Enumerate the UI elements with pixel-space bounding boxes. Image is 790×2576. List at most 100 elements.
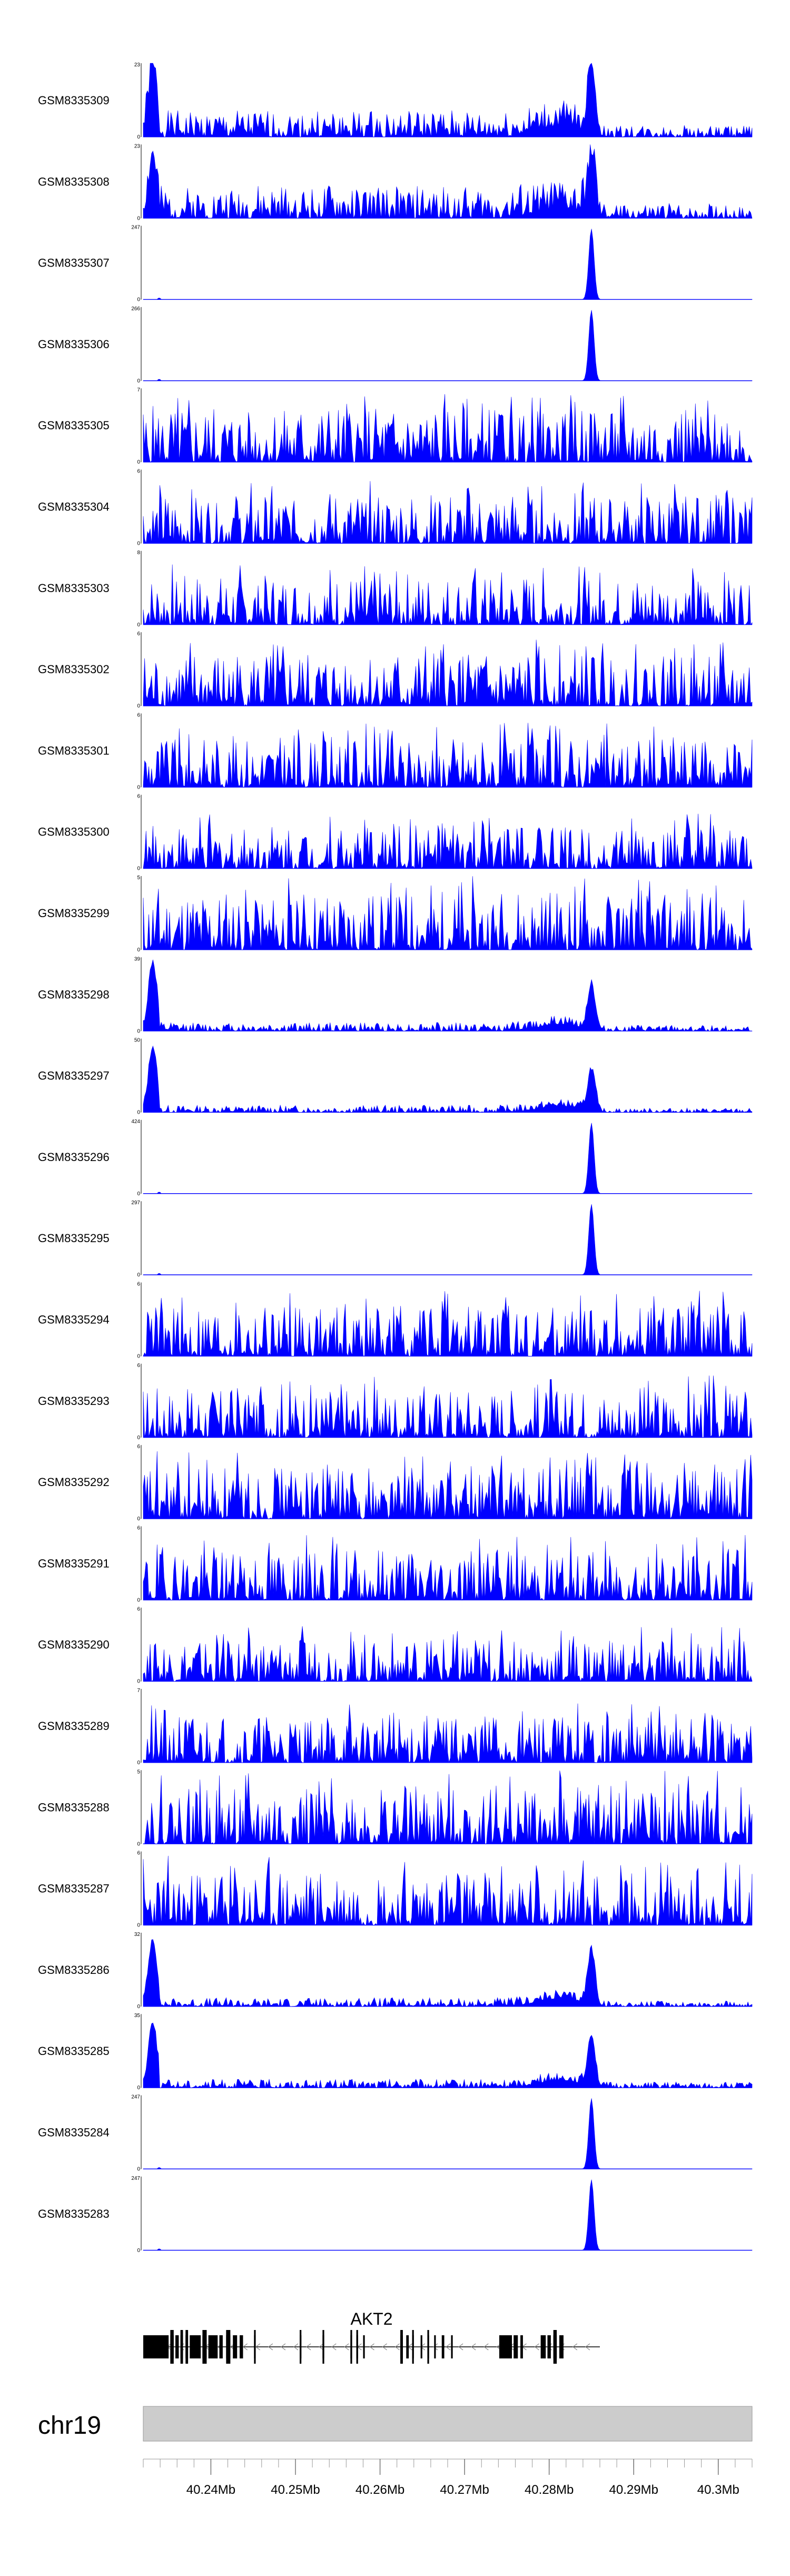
- track-GSM8335289: GSM8335289 7 0: [38, 1688, 753, 1766]
- gene-exon: [540, 2335, 546, 2358]
- track-ymin-label: 0: [137, 2085, 140, 2091]
- track-GSM8335299: GSM8335299 5 0: [38, 875, 753, 953]
- track-ymin-label: 0: [137, 2167, 140, 2172]
- track-label: GSM8335290: [38, 1638, 110, 1651]
- track-label: GSM8335289: [38, 1719, 110, 1733]
- tick-label: 40.27Mb: [440, 2483, 489, 2497]
- strand-arrow: [344, 2343, 349, 2351]
- coverage-area: [143, 1770, 753, 1845]
- strand-arrow: [534, 2343, 539, 2351]
- track-label: GSM8335305: [38, 419, 110, 432]
- coverage-area: [143, 876, 753, 950]
- track-ymax-label: 23: [134, 62, 141, 68]
- chromosome-band: [143, 2406, 753, 2442]
- track-label: GSM8335292: [38, 1476, 110, 1489]
- coverage-area: [143, 1375, 753, 1438]
- track-ymin-label: 0: [137, 784, 140, 790]
- track-GSM8335288: GSM8335288 5 0: [38, 1769, 753, 1847]
- gene-exon: [547, 2335, 551, 2358]
- gene-exon: [420, 2335, 422, 2358]
- track-label: GSM8335309: [38, 94, 110, 107]
- track-GSM8335303: GSM8335303 8 0: [38, 550, 753, 628]
- genomic-axis: 40.24Mb 40.25Mb 40.26Mb 40.27Mb 40.28Mb 40.29…: [143, 2459, 753, 2497]
- gene-exon: [175, 2335, 179, 2358]
- gene-exon-tall: [254, 2330, 256, 2364]
- gene-exon: [208, 2335, 218, 2358]
- strand-arrow: [483, 2343, 489, 2351]
- track-label: GSM8335293: [38, 1394, 110, 1408]
- track-ymax-label: 6: [137, 1363, 140, 1369]
- coverage-area: [143, 1291, 753, 1357]
- strand-arrow: [306, 2343, 311, 2351]
- gene-exon-tall: [412, 2330, 414, 2364]
- track-ymin-label: 0: [137, 215, 140, 221]
- coverage-area: [143, 1703, 753, 1763]
- track-ymin-label: 0: [137, 1435, 140, 1441]
- track-ymin-label: 0: [137, 1760, 140, 1766]
- track-ymin-label: 0: [137, 1923, 140, 1929]
- track-label: GSM8335298: [38, 988, 110, 1001]
- track-ymax-label: 247: [131, 225, 140, 231]
- gene-exon: [520, 2335, 523, 2358]
- gene-exon-tall: [170, 2330, 174, 2364]
- strand-arrow: [446, 2343, 451, 2351]
- track-ymax-label: 35: [134, 2013, 141, 2019]
- tick-label: 40.3Mb: [697, 2483, 739, 2497]
- track-label: GSM8335291: [38, 1557, 110, 1570]
- coverage-area: [143, 144, 753, 219]
- coverage-area: [143, 63, 753, 137]
- track-GSM8335291: GSM8335291 6 0: [38, 1525, 753, 1603]
- strand-arrow: [242, 2343, 248, 2351]
- coverage-area: [143, 640, 753, 706]
- track-ymax-label: 5: [137, 1769, 140, 1775]
- track-ymax-label: 6: [137, 1525, 140, 1531]
- track-ymin-label: 0: [137, 541, 140, 547]
- gene-exon: [363, 2335, 365, 2358]
- gene-exon-tall: [553, 2330, 557, 2364]
- track-ymin-label: 0: [137, 378, 140, 384]
- track-GSM8335301: GSM8335301 6 0: [38, 712, 753, 790]
- track-label: GSM8335308: [38, 175, 110, 188]
- tick-label: 40.28Mb: [525, 2483, 574, 2497]
- track-GSM8335309: GSM8335309 23 0: [38, 62, 753, 140]
- strand-arrow: [369, 2343, 374, 2351]
- track-ymin-label: 0: [137, 1679, 140, 1685]
- coverage-tracks: GSM8335309 23 0 GSM8335308 23 0 GSM8335307 247 0…: [38, 62, 753, 2254]
- tick-label: 40.24Mb: [186, 2483, 235, 2497]
- strand-arrow: [394, 2343, 400, 2351]
- track-GSM8335292: GSM8335292 6 0: [38, 1444, 753, 1522]
- strand-arrow: [331, 2343, 337, 2351]
- track-label: GSM8335303: [38, 582, 110, 595]
- strand-arrow: [280, 2343, 286, 2351]
- track-label: GSM8335288: [38, 1801, 110, 1814]
- track-GSM8335283: GSM8335283 247 0: [38, 2176, 753, 2254]
- gene-exon: [559, 2335, 564, 2358]
- coverage-area: [143, 394, 753, 463]
- gene-exon: [434, 2335, 436, 2358]
- tick-label: 40.29Mb: [609, 2483, 658, 2497]
- strand-arrow: [572, 2343, 578, 2351]
- gene-exon-tall: [202, 2330, 207, 2364]
- coverage-area: [143, 310, 753, 381]
- track-ymin-label: 0: [137, 2004, 140, 2010]
- track-label: GSM8335302: [38, 663, 110, 676]
- track-label: GSM8335304: [38, 500, 110, 514]
- track-ymax-label: 7: [137, 387, 140, 393]
- gene-exon: [406, 2335, 409, 2358]
- strand-arrow: [458, 2343, 463, 2351]
- track-GSM8335300: GSM8335300 6 0: [38, 794, 753, 872]
- strand-arrow: [585, 2343, 590, 2351]
- track-ymax-label: 23: [134, 143, 141, 149]
- track-GSM8335307: GSM8335307 247 0: [38, 225, 753, 303]
- tick-label: 40.26Mb: [355, 2483, 404, 2497]
- track-ymax-label: 6: [137, 1282, 140, 1287]
- gene-exon-tall: [185, 2330, 189, 2364]
- coverage-area: [143, 1123, 753, 1194]
- coverage-area: [143, 229, 753, 300]
- track-ymin-label: 0: [137, 622, 140, 628]
- track-ymax-label: 32: [134, 1932, 141, 1938]
- track-GSM8335302: GSM8335302 6 0: [38, 631, 753, 709]
- track-ymax-label: 6: [137, 712, 140, 718]
- track-ymin-label: 0: [137, 1110, 140, 1116]
- track-ymin-label: 0: [137, 2248, 140, 2254]
